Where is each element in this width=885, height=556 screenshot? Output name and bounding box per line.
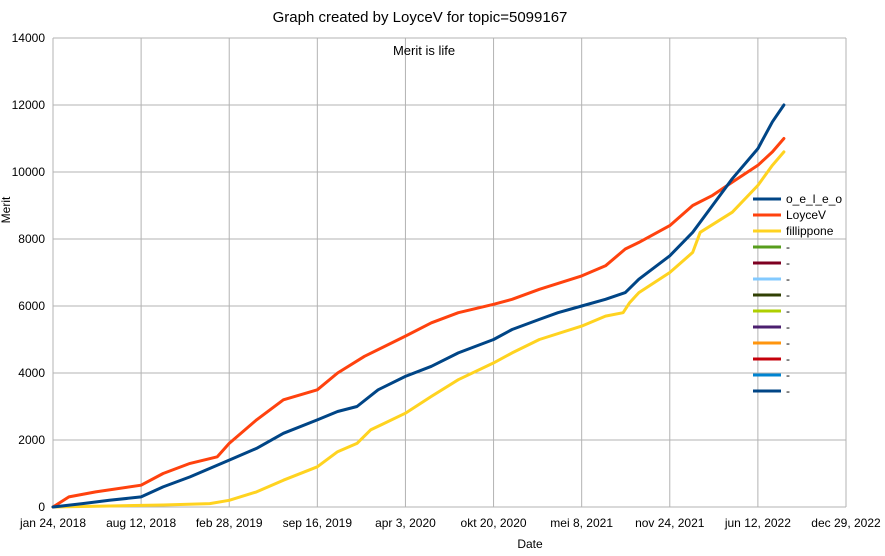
y-tick-label: 10000 [12, 165, 46, 179]
legend-label: - [786, 336, 790, 350]
chart-subtitle: Merit is life [393, 43, 455, 58]
y-tick-label: 12000 [12, 98, 46, 112]
series-lines [51, 103, 786, 509]
legend-label: o_e_l_e_o [786, 192, 842, 206]
series-line-o-e-l-e-o [51, 103, 786, 509]
x-tick-label: aug 12, 2018 [106, 516, 176, 530]
y-tick-label: 2000 [18, 433, 45, 447]
gridlines [52, 37, 847, 508]
legend-label: - [786, 352, 790, 366]
legend-label: - [786, 256, 790, 270]
x-tick-label: jan 24, 2018 [19, 516, 86, 530]
x-tick-label: okt 20, 2020 [461, 516, 527, 530]
y-tick-label: 0 [38, 500, 45, 514]
legend-label: LoyceV [786, 208, 826, 222]
legend-label: - [786, 304, 790, 318]
legend-label: - [786, 288, 790, 302]
x-tick-label: jun 12, 2022 [724, 516, 791, 530]
legend-label: - [786, 320, 790, 334]
series-line-loycev [51, 137, 786, 509]
legend-label: - [786, 272, 790, 286]
legend-label: - [786, 384, 790, 398]
y-axis-label: Merit [0, 196, 13, 223]
legend-label: - [786, 368, 790, 382]
x-tick-label: nov 24, 2021 [635, 516, 705, 530]
legend-label: - [786, 240, 790, 254]
chart-title: Graph created by LoyceV for topic=509916… [273, 9, 568, 26]
y-tick-label: 4000 [18, 366, 45, 380]
x-axis-label: Date [517, 537, 543, 551]
x-tick-label: feb 28, 2019 [196, 516, 263, 530]
x-tick-label: apr 3, 2020 [375, 516, 436, 530]
x-tick-label: mei 8, 2021 [550, 516, 613, 530]
x-tick-label: dec 29, 2022 [811, 516, 881, 530]
y-tick-label: 14000 [12, 31, 46, 45]
legend-label: fillippone [786, 224, 834, 238]
y-tick-label: 8000 [18, 232, 45, 246]
x-tick-label: sep 16, 2019 [283, 516, 353, 530]
series-line-fillippone [51, 150, 786, 509]
y-tick-label: 6000 [18, 299, 45, 313]
axes: 0 2000 4000 6000 8000 10000 12000 14000 jan 24, … [12, 31, 881, 530]
legend: o_e_l_e_o LoyceV fillippone - - - - - - - - - - [753, 192, 842, 398]
